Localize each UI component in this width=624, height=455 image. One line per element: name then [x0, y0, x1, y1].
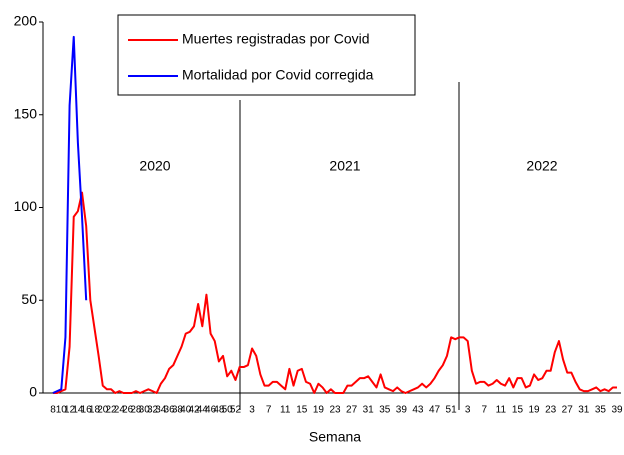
x-tick-label: 24	[114, 405, 126, 416]
x-tick-label: 32	[147, 405, 159, 416]
year-label: 2022	[526, 158, 557, 174]
year-label: 2020	[139, 158, 170, 174]
series-line	[53, 191, 617, 394]
x-tick-label: 27	[346, 405, 358, 416]
x-tick-label: 23	[545, 405, 557, 416]
x-tick-label: 31	[363, 405, 375, 416]
x-tick-label: 7	[266, 405, 272, 416]
x-tick-label: 27	[562, 405, 574, 416]
x-tick-label: 20	[97, 405, 109, 416]
x-tick-label: 34	[155, 405, 167, 416]
x-tick-label: 38	[172, 405, 184, 416]
x-tick-label: 31	[578, 405, 590, 416]
x-tick-label: 12	[64, 405, 76, 416]
x-tick-label: 35	[379, 405, 391, 416]
x-tick-label: 42	[188, 405, 200, 416]
x-tick-label: 3	[249, 405, 255, 416]
x-tick-label: 8	[50, 405, 56, 416]
x-tick-label: 3	[465, 405, 471, 416]
x-tick-label: 26	[122, 405, 134, 416]
x-tick-label: 18	[89, 405, 101, 416]
x-tick-label: 43	[412, 405, 424, 416]
x-axis-label: Semana	[309, 429, 361, 445]
x-tick-label: 11	[496, 405, 507, 416]
x-tick-label: 39	[611, 405, 623, 416]
y-tick-label: 200	[14, 13, 38, 29]
x-tick-label: 7	[482, 405, 488, 416]
x-tick-label: 48	[213, 405, 225, 416]
x-tick-label: 50	[222, 405, 234, 416]
x-tick-label: 30	[139, 405, 151, 416]
x-tick-label: 47	[429, 405, 441, 416]
x-tick-label: 10	[56, 405, 68, 416]
y-tick-label: 150	[14, 105, 38, 121]
x-tick-label: 19	[528, 405, 540, 416]
x-tick-label: 39	[396, 405, 408, 416]
x-tick-label: 46	[205, 405, 217, 416]
x-tick-label: 44	[197, 405, 209, 416]
x-tick-label: 51	[446, 405, 458, 416]
x-tick-label: 15	[512, 405, 524, 416]
series-line	[52, 35, 88, 394]
y-tick-label: 50	[21, 291, 37, 307]
x-tick-label: 35	[595, 405, 607, 416]
x-tick-label: 23	[329, 405, 341, 416]
x-tick-label: 40	[180, 405, 192, 416]
x-tick-label: 36	[164, 405, 176, 416]
x-tick-label: 22	[105, 405, 117, 416]
legend-box	[117, 14, 416, 96]
legend-label: Mortalidad por Covid corregida	[182, 67, 374, 83]
year-label: 2021	[329, 158, 360, 174]
x-tick-label: 15	[296, 405, 308, 416]
y-tick-label: 0	[29, 384, 37, 400]
x-tick-label: 52	[230, 405, 242, 416]
x-tick-label: 28	[130, 405, 142, 416]
x-tick-label: 14	[72, 405, 84, 416]
legend-label: Muertes registradas por Covid	[182, 31, 370, 47]
y-tick-label: 100	[14, 198, 38, 214]
x-tick-label: 19	[313, 405, 325, 416]
x-tick-label: 16	[81, 405, 93, 416]
x-tick-label: 11	[280, 405, 291, 416]
